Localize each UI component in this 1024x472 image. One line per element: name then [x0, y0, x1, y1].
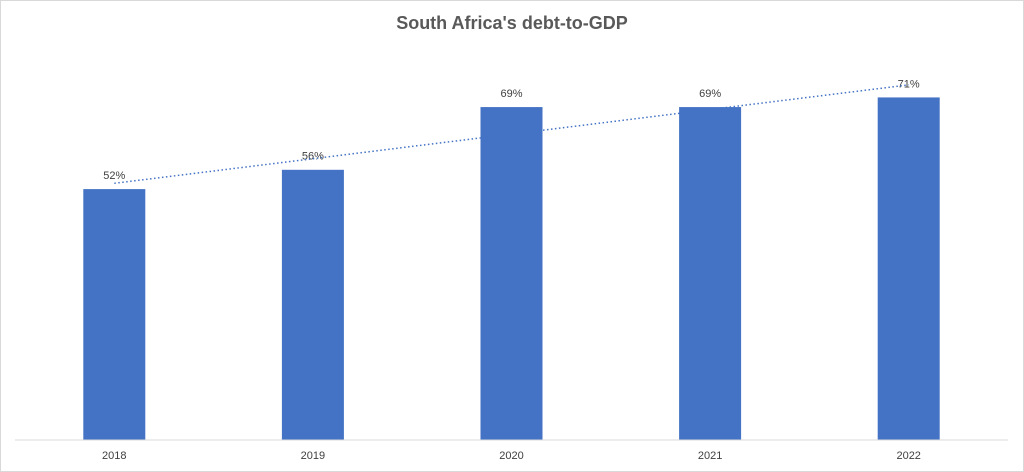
bar [480, 107, 543, 440]
chart-title: South Africa's debt-to-GDP [396, 13, 628, 33]
data-label: 56% [302, 151, 324, 163]
x-tick-label: 2018 [102, 450, 126, 462]
x-tick-label: 2021 [698, 450, 722, 462]
bar [877, 97, 940, 441]
trendline [114, 84, 909, 185]
data-label: 69% [500, 88, 522, 100]
data-label: 69% [699, 88, 721, 100]
bar [679, 107, 742, 440]
data-label: 52% [103, 170, 125, 182]
x-tick-label: 2019 [301, 450, 325, 462]
data-label: 71% [898, 78, 920, 90]
x-tick-label: 2022 [896, 450, 920, 462]
x-tick-label: 2020 [499, 450, 523, 462]
bar [281, 169, 344, 441]
bar [83, 189, 146, 440]
